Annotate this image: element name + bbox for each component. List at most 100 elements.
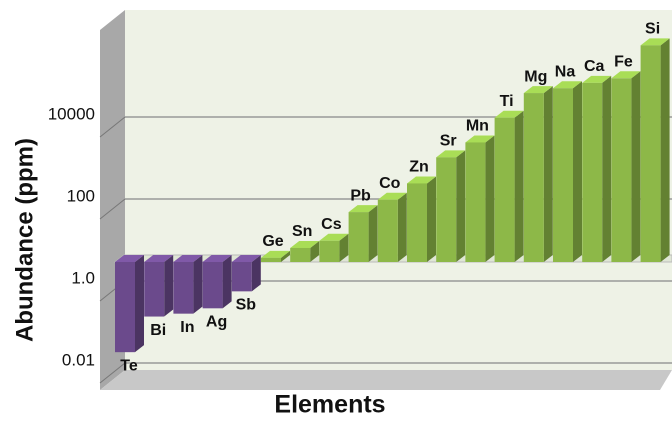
- bar-front: [173, 262, 194, 314]
- bar-label: Ti: [500, 93, 514, 110]
- y-tick-label: 0.01: [62, 350, 95, 369]
- bar: [465, 135, 495, 262]
- bar-front: [523, 93, 544, 262]
- bar: [231, 255, 261, 292]
- bar-top: [377, 192, 407, 200]
- bar: [611, 71, 641, 262]
- bar: [173, 255, 203, 314]
- bar-top: [582, 75, 612, 83]
- grid-line-side: [99, 362, 126, 384]
- bar-top: [494, 110, 524, 118]
- x-axis-title: Elements: [274, 391, 385, 419]
- bar-front: [348, 212, 369, 262]
- bar-side: [310, 240, 320, 262]
- bar: [115, 255, 144, 353]
- bar-front: [494, 117, 515, 262]
- bar-side: [456, 150, 466, 262]
- bar-side: [339, 233, 349, 262]
- bar-side: [368, 205, 378, 262]
- bar-top: [553, 81, 582, 89]
- bar-front: [290, 247, 311, 262]
- bar: [407, 176, 436, 262]
- bar-side: [135, 255, 144, 353]
- bar: [144, 255, 174, 317]
- bar-front: [319, 240, 340, 262]
- bar-front: [144, 262, 165, 317]
- bar-label: Ag: [206, 314, 227, 331]
- bar-label: Mg: [524, 68, 547, 85]
- bar-front: [640, 45, 661, 262]
- bar-front: [465, 142, 486, 262]
- bar-label: Pb: [350, 187, 371, 204]
- bar-label: Sr: [440, 133, 457, 150]
- bar-side: [281, 250, 290, 262]
- bar-label: Mn: [466, 118, 489, 135]
- bar-front: [407, 183, 427, 262]
- bar-side: [222, 255, 232, 309]
- bar-top: [290, 240, 320, 248]
- bar-side: [660, 38, 670, 262]
- bar-label: Si: [645, 21, 660, 38]
- bar: [290, 240, 320, 262]
- bar-top: [407, 176, 436, 184]
- bar: [640, 38, 670, 262]
- bar-top: [115, 255, 144, 262]
- bar: [261, 250, 290, 262]
- bar-front: [231, 262, 252, 292]
- bar-front: [115, 262, 135, 353]
- bar-top: [436, 150, 466, 158]
- bar: [553, 81, 582, 262]
- bar: [436, 150, 466, 262]
- grid-line-side: [99, 116, 126, 138]
- bar-top: [261, 250, 290, 258]
- bar-front: [582, 82, 603, 262]
- bar-label: Ge: [262, 233, 283, 250]
- bar-label: Cs: [321, 216, 342, 233]
- bar-label: Zn: [409, 159, 429, 176]
- bar-label: Te: [120, 357, 138, 374]
- bar-side: [427, 176, 436, 262]
- bar-top: [173, 255, 203, 262]
- bar: [319, 233, 349, 262]
- bar-top: [202, 255, 232, 262]
- y-axis-title: Abundance (ppm): [11, 138, 38, 342]
- bar-front: [261, 257, 281, 262]
- bar-label: Co: [379, 175, 401, 192]
- bar-label: Bi: [150, 322, 166, 339]
- bar-top: [319, 233, 349, 241]
- bar-top: [640, 38, 670, 46]
- bar-side: [543, 86, 553, 262]
- bar-label: Ca: [584, 58, 605, 75]
- bar-top: [348, 205, 378, 213]
- bar-front: [436, 157, 457, 262]
- bar: [582, 75, 612, 262]
- bar-top: [611, 71, 641, 79]
- bar: [377, 192, 407, 262]
- floor: [100, 370, 672, 390]
- bar-front: [611, 78, 632, 262]
- bar-side: [602, 75, 612, 262]
- y-tick-label: 1.0: [71, 268, 95, 287]
- bar: [523, 86, 553, 262]
- bar-side: [514, 110, 524, 262]
- bar-side: [397, 192, 407, 262]
- bar-label: In: [180, 319, 194, 336]
- bar: [202, 255, 232, 309]
- bar-side: [251, 255, 261, 292]
- bar-label: Na: [555, 63, 576, 80]
- bar-front: [377, 199, 398, 262]
- bar-label: Sb: [236, 297, 257, 314]
- bar: [348, 205, 378, 262]
- grid-line-side: [99, 198, 126, 220]
- bar-top: [465, 135, 495, 143]
- bar-side: [193, 255, 203, 314]
- bar-side: [631, 71, 641, 262]
- bar-front: [202, 262, 223, 309]
- y-tick-label: 10000: [48, 104, 95, 123]
- bar-label: Fe: [614, 54, 633, 71]
- bar-side: [573, 81, 582, 262]
- bar-top: [523, 86, 553, 94]
- bar-top: [144, 255, 174, 262]
- bar-label: Sn: [292, 223, 312, 240]
